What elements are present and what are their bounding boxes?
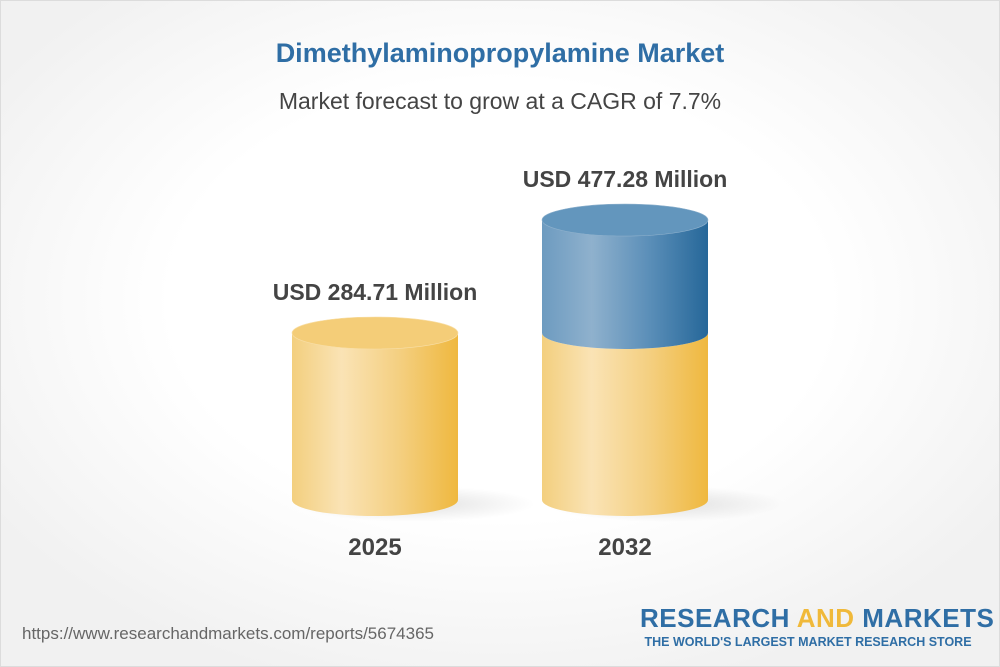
- cylinder-base-segment: [292, 333, 458, 516]
- research-and-markets-logo: RESEARCH AND MARKETS THE WORLD'S LARGEST…: [640, 603, 995, 649]
- data-label: USD 284.71 Million: [273, 279, 478, 305]
- cylinder-growth-segment: [542, 220, 708, 349]
- chart-subtitle: Market forecast to grow at a CAGR of 7.7…: [278, 88, 722, 114]
- data-label: USD 477.28 Million: [523, 166, 728, 192]
- source-url[interactable]: https://www.researchandmarkets.com/repor…: [22, 624, 434, 643]
- cylinder-base-segment: [542, 333, 708, 516]
- cylinder-top: [291, 316, 459, 350]
- chart-title: Dimethylaminopropylamine Market: [275, 38, 725, 68]
- x-tick-label: 2032: [598, 534, 651, 561]
- x-tick-label: 2025: [348, 534, 401, 561]
- cylinder-top: [541, 203, 709, 237]
